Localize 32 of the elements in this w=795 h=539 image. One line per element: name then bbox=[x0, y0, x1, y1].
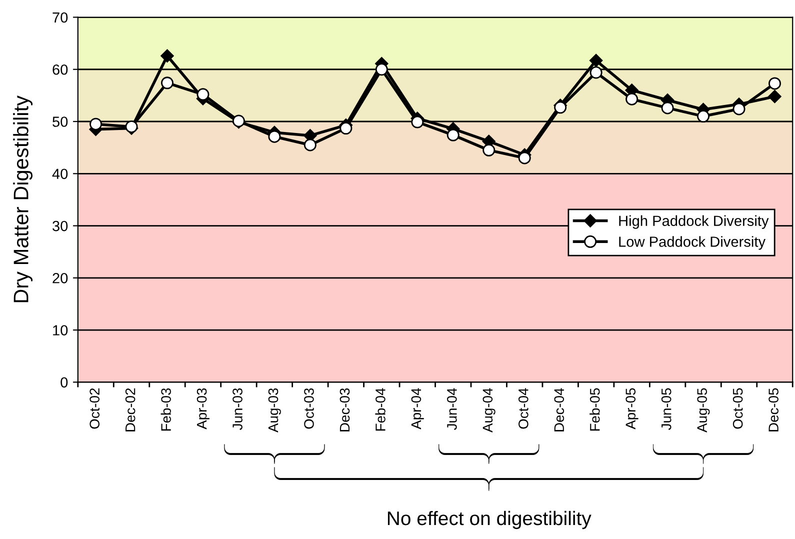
x-tick-label: Jun-05 bbox=[661, 388, 672, 430]
x-tick-label: Oct-05 bbox=[732, 388, 743, 429]
y-tick-label: 0 bbox=[60, 377, 68, 388]
legend-label: Low Paddock Diversity bbox=[619, 236, 766, 250]
text: No effect on digestibility bbox=[388, 510, 592, 530]
y-tick-label: 70 bbox=[52, 12, 68, 23]
x-tick-label: Apr-04 bbox=[411, 388, 424, 430]
x-tick-label: Oct-04 bbox=[518, 388, 528, 429]
x-tick-label: Dec-02 bbox=[125, 388, 136, 432]
y-tick-label: 60 bbox=[52, 64, 68, 75]
x-tick-label: Jun-03 bbox=[232, 388, 242, 430]
x-tick-label: Apr-05 bbox=[626, 388, 638, 430]
x-tick-label: Feb-05 bbox=[590, 388, 600, 431]
x-tick-label: Dec-03 bbox=[340, 388, 350, 432]
x-tick-label: Dec-04 bbox=[554, 388, 564, 432]
x-tick-label: Feb-03 bbox=[160, 388, 171, 431]
y-tick-label: 50 bbox=[52, 116, 68, 127]
x-tick-label: Dec-05 bbox=[768, 388, 778, 432]
x-tick-label: Oct-02 bbox=[90, 388, 100, 429]
y-tick-label: 30 bbox=[52, 220, 68, 232]
x-tick-label: Oct-03 bbox=[304, 388, 314, 429]
x-tick-label: Aug-05 bbox=[697, 388, 710, 432]
x-tick-label: Jun-04 bbox=[447, 388, 457, 430]
y-tick-label: 40 bbox=[52, 168, 68, 180]
x-tick-label: Aug-04 bbox=[482, 388, 496, 432]
x-tick-label: Apr-03 bbox=[196, 388, 210, 430]
x-tick-label: Feb-04 bbox=[375, 388, 386, 431]
y-tick-label: 20 bbox=[52, 272, 68, 284]
x-tick-label: Aug-03 bbox=[268, 388, 281, 432]
legend-label: High Paddock Diversity bbox=[619, 215, 769, 229]
y-tick-label: 10 bbox=[53, 325, 68, 336]
y-axis-title: Dry Matter Digestibility bbox=[13, 96, 33, 302]
